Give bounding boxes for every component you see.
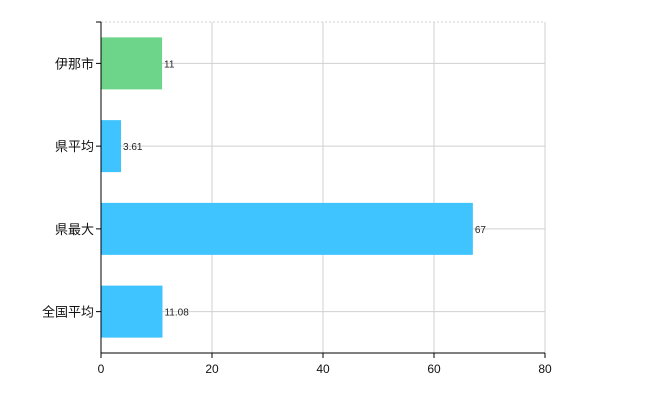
- category-label: 全国平均: [42, 305, 94, 321]
- data-label: 3.61: [123, 142, 143, 153]
- x-tick-label: 40: [316, 362, 330, 376]
- category-label: 県平均: [55, 140, 94, 155]
- data-label: 67: [475, 225, 487, 236]
- x-tick-label: 60: [427, 362, 441, 376]
- category-label: 伊那市: [55, 56, 94, 72]
- x-tick-label: 80: [538, 362, 552, 376]
- x-tick-label: 0: [98, 362, 105, 376]
- bar-3: [101, 202, 473, 255]
- bar-2: [101, 120, 122, 173]
- x-tick-label: 20: [205, 362, 219, 376]
- bar-1: [101, 37, 163, 90]
- data-label: 11.08: [164, 308, 189, 319]
- bar-4: [101, 285, 163, 338]
- data-label: 11: [164, 59, 175, 70]
- category-label: 県最大: [55, 223, 94, 238]
